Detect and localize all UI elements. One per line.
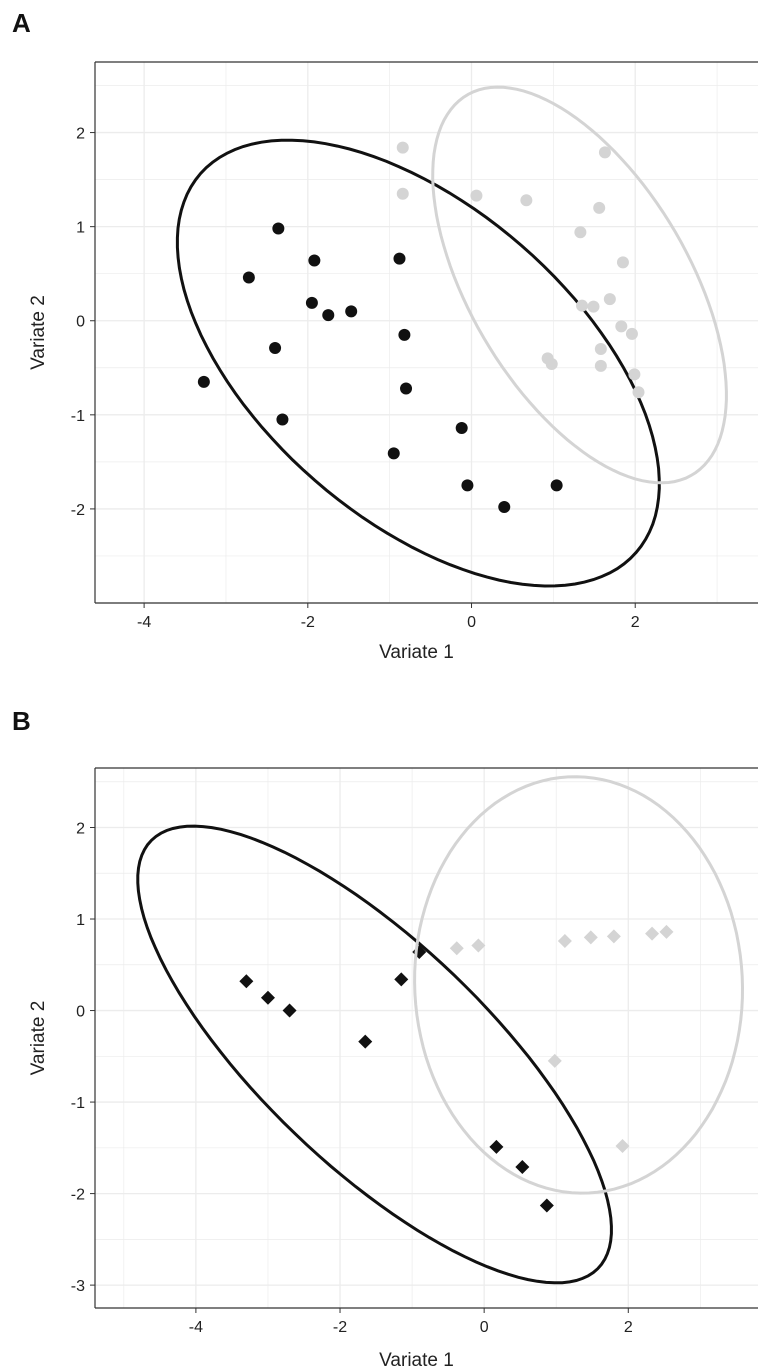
y-axis-title: Variate 2	[28, 295, 49, 370]
y-tick-label: 1	[76, 220, 85, 237]
data-point	[400, 382, 413, 395]
data-point	[515, 1160, 530, 1175]
confidence-ellipse	[413, 775, 745, 1195]
confidence-ellipse	[175, 138, 661, 588]
data-point	[615, 320, 628, 333]
data-point	[282, 1003, 297, 1018]
grid	[95, 768, 758, 1308]
series-group	[413, 775, 745, 1195]
data-point	[396, 141, 409, 154]
data-point	[598, 146, 611, 159]
data-point	[471, 938, 486, 953]
data-point	[272, 222, 285, 235]
data-point	[398, 328, 411, 341]
x-tick-label: -4	[137, 614, 151, 631]
data-point	[489, 1139, 504, 1154]
y-tick-label: 0	[76, 1004, 85, 1021]
data-point	[449, 941, 464, 956]
data-point	[455, 421, 468, 434]
data-point	[547, 1053, 562, 1068]
data-point	[396, 187, 409, 200]
data-point	[461, 479, 474, 492]
data-point	[345, 305, 358, 318]
data-point	[305, 296, 318, 309]
data-point	[616, 256, 629, 269]
x-axis-title: Variate 1	[379, 642, 454, 663]
data-point	[625, 327, 638, 340]
confidence-ellipse	[431, 85, 728, 485]
data-point	[239, 974, 254, 989]
y-tick-label: -1	[71, 1095, 85, 1112]
data-point	[322, 309, 335, 322]
series-group	[175, 138, 661, 588]
data-point	[574, 226, 587, 239]
data-point	[498, 501, 511, 514]
chart-a: -4 -2 0 2 -2 -1 0 1 2 Variate 1 Variate 2	[28, 61, 758, 663]
y-tick-label: 2	[76, 126, 85, 143]
x-axis-title: Variate 1	[379, 1350, 454, 1371]
data-point	[632, 386, 645, 399]
data-point	[593, 201, 606, 214]
x-tick-label: -2	[301, 614, 315, 631]
x-tick-label: 2	[624, 1319, 633, 1336]
panel-label-a: A	[12, 8, 31, 38]
data-point	[576, 299, 589, 312]
data-point	[520, 194, 533, 207]
data-point	[470, 189, 483, 202]
y-tick-label: 0	[76, 314, 85, 331]
panel-label-b: B	[12, 706, 31, 736]
y-tick-label: -2	[71, 1187, 85, 1204]
data-point	[615, 1139, 630, 1153]
data-point	[594, 359, 607, 372]
x-tick-label: 0	[480, 1319, 489, 1336]
data-point	[197, 375, 210, 388]
data-point	[545, 358, 558, 371]
grid	[95, 62, 758, 604]
y-tick-label: -1	[71, 408, 85, 425]
data-point	[308, 254, 321, 267]
y-tick-label: 1	[76, 912, 85, 929]
data-point	[260, 990, 275, 1005]
series-group	[396, 85, 728, 485]
data-point	[387, 447, 400, 460]
data-point	[393, 252, 406, 265]
x-tick-label: -4	[189, 1319, 203, 1336]
data-point	[276, 413, 289, 426]
data-point	[594, 342, 607, 355]
data-point	[628, 368, 641, 381]
data-point	[645, 926, 660, 941]
y-tick-label: 2	[76, 820, 85, 837]
data-point	[557, 933, 572, 948]
y-tick-label: -3	[71, 1278, 85, 1295]
x-tick-label: 2	[631, 614, 640, 631]
data-point	[659, 924, 674, 939]
data-point	[539, 1198, 554, 1213]
series-group	[136, 824, 613, 1285]
y-axis-title: Variate 2	[28, 1001, 49, 1076]
data-point	[587, 300, 600, 313]
data-point	[583, 930, 598, 945]
data-point	[606, 929, 621, 944]
data-point	[550, 479, 563, 492]
data-point	[269, 342, 282, 355]
y-tick-label: -2	[71, 502, 85, 519]
data-point	[242, 271, 255, 284]
confidence-ellipse	[136, 824, 613, 1285]
data-point	[394, 972, 409, 987]
data-point	[603, 293, 616, 306]
x-tick-label: -2	[333, 1319, 347, 1336]
x-tick-label: 0	[467, 614, 476, 631]
data-point	[358, 1034, 373, 1049]
